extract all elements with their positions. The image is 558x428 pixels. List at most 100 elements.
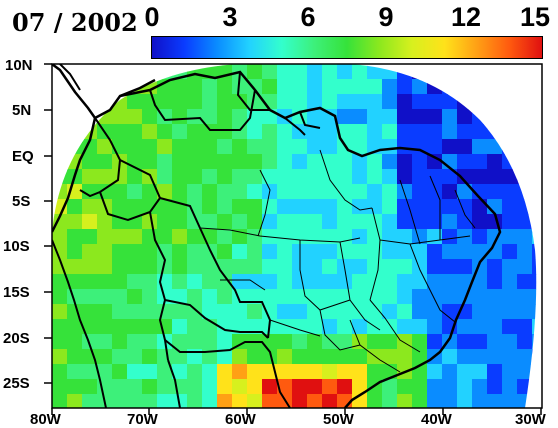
field-cell (97, 319, 113, 335)
field-cell (262, 154, 278, 170)
field-cell (337, 199, 353, 215)
field-cell (337, 109, 353, 125)
field-cell (502, 139, 518, 155)
field-cell (427, 139, 443, 155)
field-cell (382, 304, 398, 320)
field-cell (247, 229, 263, 245)
field-cell (82, 274, 98, 290)
field-cell (367, 94, 383, 110)
field-cell (472, 64, 488, 80)
field-cell (292, 334, 308, 350)
field-cell (517, 109, 533, 125)
field-cell (427, 334, 443, 350)
field-cell (127, 334, 143, 350)
field-cell (112, 244, 128, 260)
field-cell (457, 334, 473, 350)
field-cell (412, 274, 428, 290)
field-cell (442, 184, 458, 200)
field-cell (127, 274, 143, 290)
field-cell (82, 79, 98, 95)
field-cell (367, 364, 383, 380)
field-cell (277, 184, 293, 200)
field-cell (127, 94, 143, 110)
field-cell (187, 199, 203, 215)
field-cell (172, 304, 188, 320)
field-cell (532, 259, 537, 275)
field-cell (127, 244, 143, 260)
field-cell (502, 109, 518, 125)
field-cell (277, 319, 293, 335)
field-cell (232, 304, 248, 320)
field-cell (442, 214, 458, 230)
field-cell (172, 259, 188, 275)
field-cell (277, 139, 293, 155)
field-cell (442, 94, 458, 110)
field-cell (292, 64, 308, 80)
field-cell (82, 289, 98, 305)
field-cell (157, 304, 173, 320)
field-cell (187, 124, 203, 140)
field-cell (52, 364, 68, 380)
field-cell (172, 289, 188, 305)
field-cell (442, 394, 458, 408)
field-cell (367, 184, 383, 200)
lat-label-10n: 10N (5, 57, 33, 74)
field-cell (82, 304, 98, 320)
field-cell (262, 169, 278, 185)
field-cell (172, 94, 188, 110)
field-cell (502, 214, 518, 230)
field-cell (397, 259, 413, 275)
field-cell (277, 79, 293, 95)
field-cell (292, 394, 308, 408)
field-cell (367, 79, 383, 95)
field-cell (217, 304, 233, 320)
field-cell (352, 319, 368, 335)
field-cell (262, 109, 278, 125)
field-cell (262, 79, 278, 95)
field-cell (502, 94, 518, 110)
field-cell (67, 274, 83, 290)
field-cell (472, 109, 488, 125)
field-cell (352, 184, 368, 200)
field-cell (352, 94, 368, 110)
field-cell (187, 319, 203, 335)
field-cell (292, 139, 308, 155)
field-cell (322, 229, 338, 245)
field-cell (127, 394, 143, 408)
field-cell (277, 229, 293, 245)
field-cell (427, 169, 443, 185)
field-cell (142, 274, 158, 290)
field-cell (337, 349, 353, 365)
field-cell (157, 169, 173, 185)
field-cell (67, 124, 83, 140)
field-cell (217, 394, 233, 408)
field-cell (292, 184, 308, 200)
field-cell (502, 394, 518, 408)
gridded-field (52, 64, 537, 408)
field-cell (442, 289, 458, 305)
field-cell (472, 289, 488, 305)
field-cell (112, 394, 128, 408)
colorbar-tick-6: 6 (300, 2, 316, 32)
field-cell (127, 124, 143, 140)
field-cell (157, 244, 173, 260)
field-cell (487, 79, 503, 95)
field-cell (307, 349, 323, 365)
field-cell (262, 334, 278, 350)
field-cell (247, 349, 263, 365)
field-cell (247, 304, 263, 320)
field-cell (322, 79, 338, 95)
field-cell (517, 229, 533, 245)
field-cell (532, 364, 537, 380)
field-cell (247, 79, 263, 95)
field-cell (142, 289, 158, 305)
field-cell (82, 379, 98, 395)
field-cell (472, 79, 488, 95)
field-cell (127, 169, 143, 185)
field-cell (112, 334, 128, 350)
field-cell (382, 199, 398, 215)
field-cell (97, 79, 113, 95)
field-cell (367, 259, 383, 275)
coastline-and-borders (52, 64, 502, 408)
field-cell (427, 259, 443, 275)
